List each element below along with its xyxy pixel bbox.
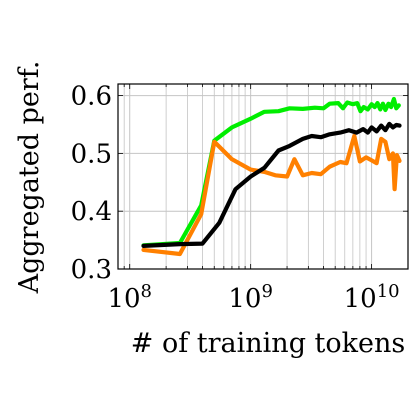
plot-frame [117, 83, 409, 270]
x-tick-label: 108 [107, 281, 152, 314]
x-axis-label: # of training tokens [131, 328, 406, 359]
y-axis-label: Aggregated perf. [14, 61, 45, 295]
x-tick-label: 1010 [344, 281, 400, 314]
y-tick-label: 0.3 [71, 255, 112, 285]
ticks: 0.3 0.4 0.5 0.6 108 109 1010 [71, 82, 408, 314]
y-tick-label: 0.4 [71, 197, 112, 227]
series-line-3 [141, 121, 402, 248]
y-tick-label: 0.5 [71, 139, 112, 169]
series-line-1 [141, 96, 401, 248]
x-tick-label: 109 [228, 281, 273, 314]
series-layer [141, 96, 402, 257]
series-line-2 [141, 133, 402, 257]
y-tick-label: 0.6 [71, 82, 112, 112]
